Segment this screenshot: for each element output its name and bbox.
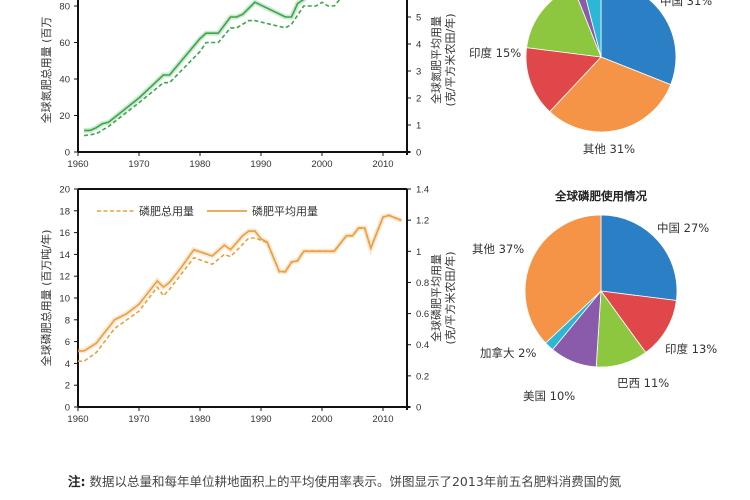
- y2-tick-label: 0.8: [416, 278, 429, 289]
- x-tick-label: 1980: [189, 414, 210, 425]
- y-tick-label: 0: [65, 148, 70, 159]
- y-tick-label: 80: [59, 2, 70, 13]
- y-tick-label: 20: [59, 111, 70, 122]
- x-tick-label: 1990: [250, 414, 271, 425]
- y-tick-label: 10: [59, 294, 70, 305]
- pie-slice-label: 巴西 11%: [617, 376, 669, 390]
- pie-slice: [600, 0, 677, 86]
- footnote-text: 数据以总量和每年单位耕地面积上的平均使用率表示。饼图显示了2013年前五名肥料消…: [85, 474, 622, 489]
- pie-slice: [524, 214, 602, 344]
- y2-tick-label: 3: [416, 67, 421, 78]
- y-tick-label: 8: [65, 315, 70, 326]
- x-tick-label: 1980: [189, 159, 210, 170]
- pie-slice-label: 其他 31%: [583, 142, 635, 156]
- pie-slice-label: 中国 31%: [660, 0, 712, 8]
- pie-slice: [549, 56, 672, 133]
- y-tick-label: 60: [59, 38, 70, 49]
- y-tick-label: 16: [59, 228, 70, 239]
- y2-tick-label: 0: [416, 148, 421, 159]
- y-tick-label: 6: [65, 337, 70, 348]
- pie-slice-label: 美国 10%: [523, 389, 575, 403]
- legend-label-average: 磷肥平均用量: [252, 205, 318, 218]
- y2-tick-label: 0.6: [416, 309, 429, 320]
- pie-slice: [525, 47, 602, 113]
- y2-tick-label: 1: [416, 121, 421, 132]
- pie-slice-label: 加拿大 2%: [480, 346, 536, 360]
- y2-tick-label: 1.2: [416, 216, 429, 227]
- series-line-average: [78, 214, 402, 352]
- y2-tick-label: 1.4: [416, 185, 429, 196]
- pie-slice-label: 中国 27%: [657, 221, 709, 235]
- y-tick-label: 14: [59, 250, 70, 261]
- x-tick-label: 2010: [372, 159, 393, 170]
- x-tick-label: 1960: [67, 414, 88, 425]
- pie-slice: [577, 0, 602, 58]
- series-line-average: [84, 0, 305, 132]
- x-tick-label: 1970: [128, 159, 149, 170]
- footnote-prefix: 注:: [68, 474, 86, 489]
- x-tick-label: 2000: [311, 159, 332, 170]
- y2-tick-label: 2: [416, 94, 421, 105]
- pie-chart-1: 中国 31% 其他 31% 印度 15%: [469, 0, 712, 156]
- series-glow: [84, 0, 308, 133]
- pie-slice: [585, 0, 602, 58]
- pie-slice: [526, 0, 602, 58]
- line-chart-2: 1960 1970 1980 1990 2000 20100246810121416182…: [39, 185, 457, 426]
- y-axis-title: 全球氮肥总用量 (百万: [39, 17, 53, 124]
- y2-tick-label: 4: [416, 40, 421, 51]
- y2-axis-title-line1: 全球磷肥平均用量: [429, 254, 443, 342]
- pie-title: 全球磷肥使用情况: [554, 189, 647, 203]
- y-tick-label: 18: [59, 206, 70, 217]
- pie-slice: [600, 214, 678, 301]
- x-tick-label: 1970: [128, 414, 149, 425]
- y2-tick-label: 1: [416, 247, 421, 258]
- x-tick-label: 1990: [250, 159, 271, 170]
- y2-tick-label: 0.4: [416, 340, 429, 351]
- x-tick-label: 1960: [67, 159, 88, 170]
- series-group: [78, 212, 403, 362]
- pie-slice: [600, 290, 677, 354]
- y2-axis-title-line1: 全球氮肥平均用量: [429, 16, 443, 104]
- legend-label-total: 磷肥总用量: [139, 204, 194, 218]
- y-tick-label: 4: [65, 359, 70, 370]
- y2-tick-label: 0: [416, 403, 421, 414]
- y-tick-label: 20: [59, 185, 70, 196]
- x-tick-label: 2010: [372, 414, 393, 425]
- y-tick-label: 12: [59, 272, 70, 283]
- series-group: [83, 0, 341, 137]
- y-tick-label: 0: [65, 403, 70, 414]
- y2-tick-label: 5: [416, 13, 421, 24]
- pie-slice-label: 印度 15%: [469, 46, 521, 60]
- y-axis-title: 全球磷肥总用量 (百万吨/年): [39, 230, 53, 367]
- pie-slice-label: 其他 37%: [472, 242, 524, 256]
- y2-tick-label: 0.2: [416, 371, 429, 382]
- pie-slice-label: 印度 13%: [665, 342, 717, 356]
- y-tick-label: 40: [59, 75, 70, 86]
- y2-axis-title-line2: (克/平方米农田/年): [443, 14, 457, 107]
- x-tick-label: 2000: [311, 414, 332, 425]
- series-line-total: [83, 0, 341, 137]
- y2-axis-title-line2: (克/平方米农田/年): [443, 252, 457, 345]
- line-chart-1: 1960 1970 1980 1990 2000 2010020406080012345全…: [39, 0, 457, 170]
- y-tick-label: 2: [65, 381, 70, 392]
- footnote: 注: 数据以总量和每年单位耕地面积上的平均使用率表示。饼图显示了2013年前五名…: [68, 471, 621, 490]
